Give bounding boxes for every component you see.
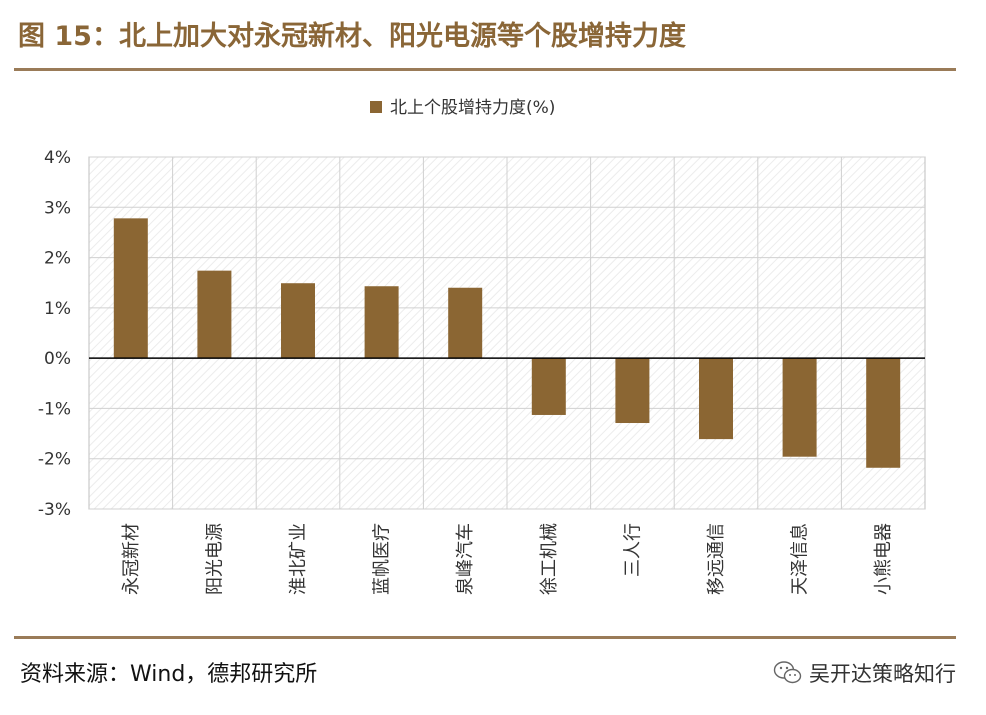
x-axis: 永冠新材 阳光电源 淮北矿业 蓝帆医疗 泉峰汽车 徐工机械 三人行 移远通信 天泽信息 小熊电器 xyxy=(121,523,894,595)
x-tick-label: 三人行 xyxy=(622,523,643,577)
bar-5 xyxy=(448,287,483,359)
y-tick-label: 2% xyxy=(44,249,71,269)
y-tick-label: -3% xyxy=(38,500,71,520)
x-tick-label: 徐工机械 xyxy=(539,523,560,595)
top-rule xyxy=(14,68,956,71)
bar-7 xyxy=(615,358,650,424)
x-tick-label: 蓝帆医疗 xyxy=(372,523,393,595)
x-tick-label: 小熊电器 xyxy=(873,523,894,595)
bar-8 xyxy=(699,358,733,440)
bar-1 xyxy=(113,218,148,359)
source-note: 资料来源：Wind，德邦研究所 xyxy=(20,662,318,687)
watermark-label: 吴开达策略知行 xyxy=(809,662,956,686)
watermark: 吴开达策略知行 xyxy=(773,658,956,688)
bar-4 xyxy=(364,286,399,359)
y-tick-label: 1% xyxy=(44,299,71,319)
y-axis: 4% 3% 2% 1% 0% -1% -2% -3% xyxy=(38,148,71,520)
legend: 北上个股增持力度(%) xyxy=(370,98,555,118)
legend-label: 北上个股增持力度(%) xyxy=(390,98,555,118)
bar-10 xyxy=(866,358,901,468)
wechat-icon xyxy=(773,661,802,684)
y-tick-label: -2% xyxy=(38,450,71,470)
x-tick-label: 移远通信 xyxy=(706,523,727,595)
y-tick-label: 3% xyxy=(44,198,71,218)
x-tick-label: 天泽信息 xyxy=(790,523,811,595)
legend-swatch xyxy=(370,101,382,113)
y-tick-label: 0% xyxy=(44,349,71,369)
figure-title: 图 15：北上加大对永冠新材、阳光电源等个股增持力度 xyxy=(18,21,686,52)
bar-6 xyxy=(531,358,566,415)
y-tick-label: 4% xyxy=(44,148,71,168)
bottom-rule xyxy=(14,636,956,639)
x-tick-label: 永冠新材 xyxy=(121,523,142,595)
bar-2 xyxy=(197,270,232,359)
x-tick-label: 阳光电源 xyxy=(204,523,225,595)
x-tick-label: 淮北矿业 xyxy=(288,523,309,595)
x-tick-label: 泉峰汽车 xyxy=(455,523,476,595)
bars xyxy=(113,218,901,468)
bar-chart: 北上个股增持力度(%) 4% 3% 2% 1% 0% -1% -2% -3% 永冠新材 阳光电源… xyxy=(38,98,926,595)
bar-9 xyxy=(782,358,817,457)
y-tick-label: -1% xyxy=(38,399,71,419)
bar-3 xyxy=(281,283,315,359)
